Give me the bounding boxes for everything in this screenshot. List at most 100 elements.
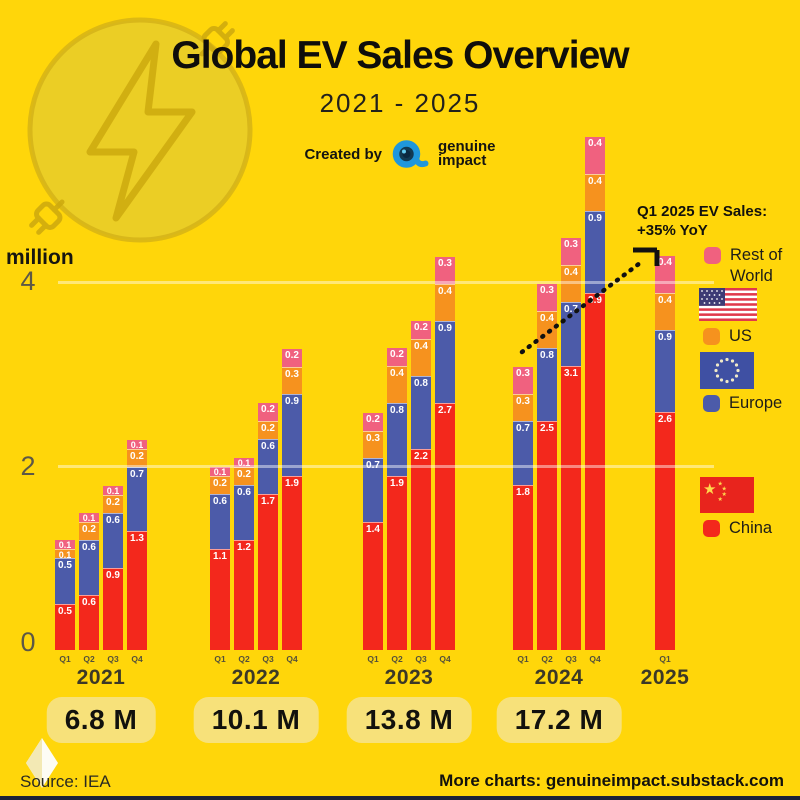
quarter-label: Q1 xyxy=(517,654,529,664)
year-label-2024: 2024 xyxy=(534,666,584,689)
segment-value: 0.4 xyxy=(390,368,404,379)
china-flag-icon: ★ ★ ★ ★ ★ xyxy=(700,477,754,513)
segment-value: 0.9 xyxy=(106,570,120,581)
segment-value: 0.3 xyxy=(438,258,452,269)
segment-china: 1.8 xyxy=(513,485,533,650)
segment-value: 0.3 xyxy=(516,368,530,379)
segment-rest-of-world: 0.3 xyxy=(561,238,581,265)
legend-item-rest-of-world: Rest of World xyxy=(704,245,800,287)
segment-europe: 0.8 xyxy=(411,376,431,449)
segment-value: 0.1 xyxy=(130,440,144,450)
segment-value: 0.4 xyxy=(414,341,428,352)
svg-text:★: ★ xyxy=(718,481,723,488)
created-by-row: Created by genuine impact xyxy=(304,137,495,171)
segment-value: 0.2 xyxy=(213,478,227,489)
bar-2025-Q1: 0.4 0.4 0.9 2.6 xyxy=(655,256,675,650)
bar-2024-Q1: 0.3 0.3 0.7 1.8 xyxy=(513,367,533,650)
segment-rest-of-world: 0.2 xyxy=(282,349,302,367)
segment-value: 0.1 xyxy=(237,458,251,468)
quarter-label: Q1 xyxy=(214,654,226,664)
segment-us: 0.3 xyxy=(513,394,533,421)
bar-2021-Q1: 0.1 0.1 0.5 0.5 xyxy=(55,540,75,650)
total-badge-2022: 10.1 M xyxy=(193,697,319,743)
segment-value: 0.3 xyxy=(285,369,299,380)
segment-rest-of-world: 0.2 xyxy=(363,413,383,431)
segment-europe: 0.7 xyxy=(513,421,533,485)
segment-value: 0.4 xyxy=(658,295,672,306)
bar-2021-Q3: 0.1 0.2 0.6 0.9 xyxy=(103,486,123,650)
quarter-label: Q4 xyxy=(131,654,143,664)
segment-china: 1.7 xyxy=(258,494,278,650)
segment-value: 0.9 xyxy=(658,332,672,343)
gridline-4m xyxy=(58,281,714,284)
bar-2024-Q3: 0.3 0.4 0.7 3.1 xyxy=(561,238,581,650)
quarter-label: Q3 xyxy=(262,654,274,664)
segment-rest-of-world: 0.1 xyxy=(234,458,254,468)
legend-label-us: US xyxy=(729,327,752,345)
bar-2023-Q1: 0.2 0.3 0.7 1.4 xyxy=(363,413,383,650)
year-label-2023: 2023 xyxy=(384,666,434,689)
segment-europe: 0.9 xyxy=(435,321,455,403)
segment-value: 0.9 xyxy=(588,213,602,224)
china-swatch xyxy=(703,520,720,537)
segment-value: 0.2 xyxy=(130,451,144,462)
segment-value: 0.6 xyxy=(82,542,96,553)
segment-us: 0.4 xyxy=(387,366,407,403)
svg-text:★: ★ xyxy=(722,491,727,498)
segment-china: 2.5 xyxy=(537,421,557,650)
y-tick-0: 0 xyxy=(20,627,36,657)
y-tick-4: 4 xyxy=(20,266,36,296)
segment-value: 2.5 xyxy=(540,423,554,434)
segment-value: 0.3 xyxy=(540,285,554,296)
segment-value: 0.1 xyxy=(106,486,120,496)
segment-europe: 0.6 xyxy=(258,439,278,494)
segment-us: 0.3 xyxy=(363,431,383,458)
segment-value: 0.2 xyxy=(82,524,96,535)
y-tick-2: 2 xyxy=(20,451,36,481)
segment-value: 1.2 xyxy=(237,542,251,553)
segment-value: 2.2 xyxy=(414,451,428,462)
segment-value: 0.2 xyxy=(106,497,120,508)
segment-value: 0.3 xyxy=(366,433,380,444)
bar-2022-Q2: 0.1 0.2 0.6 1.2 xyxy=(234,458,254,650)
segment-europe: 0.8 xyxy=(537,348,557,421)
segment-value: 0.8 xyxy=(390,405,404,416)
segment-value: 3.1 xyxy=(564,368,578,379)
source-credit: Source: IEA xyxy=(20,772,111,791)
segment-china: 1.2 xyxy=(234,540,254,650)
segment-china: 2.2 xyxy=(411,449,431,650)
gridline-2m xyxy=(58,465,714,468)
total-badge-2021: 6.8 M xyxy=(46,697,156,743)
brand-line1: genuine xyxy=(438,138,496,155)
quarter-label: Q1 xyxy=(659,654,671,664)
segment-china: 1.9 xyxy=(387,476,407,650)
segment-us: 0.3 xyxy=(282,367,302,394)
brand-line2: impact xyxy=(438,152,487,169)
legend-label-china: China xyxy=(729,519,773,537)
segment-rest-of-world: 0.1 xyxy=(79,513,99,523)
quarter-label: Q3 xyxy=(415,654,427,664)
bar-2022-Q4: 0.2 0.3 0.9 1.9 xyxy=(282,349,302,650)
legend-item-us: US xyxy=(703,326,752,347)
annotation-line1: Q1 2025 EV Sales: xyxy=(637,203,768,220)
segment-rest-of-world: 0.1 xyxy=(103,486,123,496)
segment-value: 1.9 xyxy=(390,478,404,489)
legend-item-europe: Europe xyxy=(703,393,782,414)
more-charts-link[interactable]: More charts: genuineimpact.substack.com xyxy=(439,771,784,790)
segment-us: 0.1 xyxy=(55,549,75,560)
segment-value: 0.7 xyxy=(366,460,380,471)
quarter-label: Q4 xyxy=(589,654,601,664)
segment-rest-of-world: 0.2 xyxy=(387,348,407,366)
segment-value: 0.2 xyxy=(237,469,251,480)
segment-value: 0.1 xyxy=(58,550,72,560)
segment-rest-of-world: 0.1 xyxy=(127,440,147,450)
quarter-label: Q3 xyxy=(565,654,577,664)
segment-value: 0.4 xyxy=(540,313,554,324)
svg-text:★: ★ xyxy=(703,480,716,498)
segment-value: 0.4 xyxy=(438,286,452,297)
quarter-label: Q4 xyxy=(439,654,451,664)
segment-value: 0.1 xyxy=(58,540,72,550)
year-label-2025: 2025 xyxy=(640,666,690,689)
segment-value: 0.6 xyxy=(213,496,227,507)
quarter-label: Q1 xyxy=(59,654,71,664)
